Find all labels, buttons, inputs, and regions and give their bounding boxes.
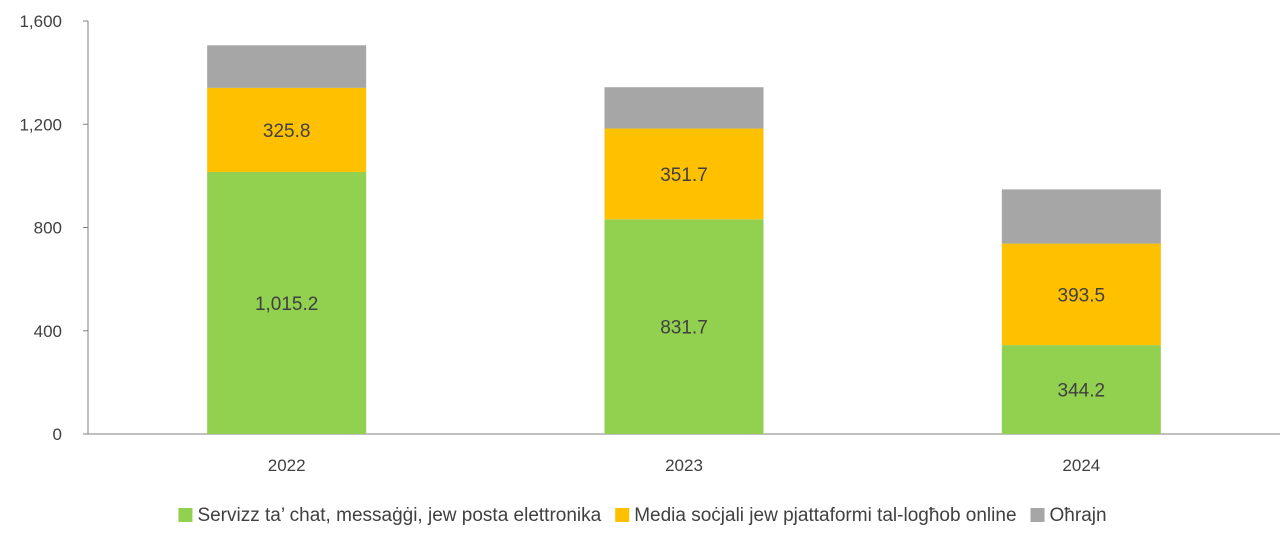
bars	[207, 45, 1161, 435]
legend: Servizz ta’ chat, messaġġi, jew posta el…	[178, 505, 1107, 526]
bar-segment	[207, 87, 367, 172]
bar-segment	[1001, 243, 1161, 346]
bar-segment	[1001, 189, 1161, 244]
data-label: 351.7	[660, 165, 708, 186]
y-axis: 0 400 800 1,200 1,600	[19, 12, 89, 444]
data-label: 831.7	[660, 318, 708, 339]
legend-item: Servizz ta’ chat, messaġġi, jew posta el…	[178, 505, 602, 526]
data-label: 344.2	[1058, 381, 1106, 402]
x-tick-label: 2024	[1062, 456, 1100, 475]
y-tick-label: 1,600	[19, 12, 62, 31]
data-label: 325.8	[263, 121, 311, 142]
bar-segment	[604, 128, 764, 220]
bar-segment	[207, 45, 367, 88]
x-tick-label: 2023	[665, 456, 703, 475]
x-tick-label: 2022	[268, 456, 306, 475]
data-labels: 1,015.2 325.8 831.7 351.7 344.2 393.5	[255, 121, 1105, 402]
legend-label: Oħrajn	[1050, 505, 1107, 526]
y-tick-label: 1,200	[19, 115, 62, 134]
x-axis: 2022 2023 2024	[88, 433, 1280, 475]
legend-item: Media soċjali jew pjattaformi tal-logħob…	[615, 505, 1017, 526]
legend-swatch	[615, 508, 630, 522]
bar-segment	[207, 171, 367, 435]
y-tick-label: 800	[34, 219, 62, 238]
bar-segment	[604, 87, 764, 129]
legend-label: Servizz ta’ chat, messaġġi, jew posta el…	[197, 505, 601, 526]
legend-item: Oħrajn	[1030, 505, 1107, 526]
legend-label: Media soċjali jew pjattaformi tal-logħob…	[634, 505, 1016, 526]
data-label: 1,015.2	[255, 294, 318, 315]
y-tick-label: 0	[53, 425, 62, 444]
legend-swatch	[178, 508, 193, 522]
bar-segment	[604, 219, 764, 434]
data-label: 393.5	[1058, 285, 1106, 306]
bar-segment	[1001, 345, 1161, 434]
y-tick-label: 400	[34, 322, 62, 341]
legend-swatch	[1030, 508, 1045, 522]
